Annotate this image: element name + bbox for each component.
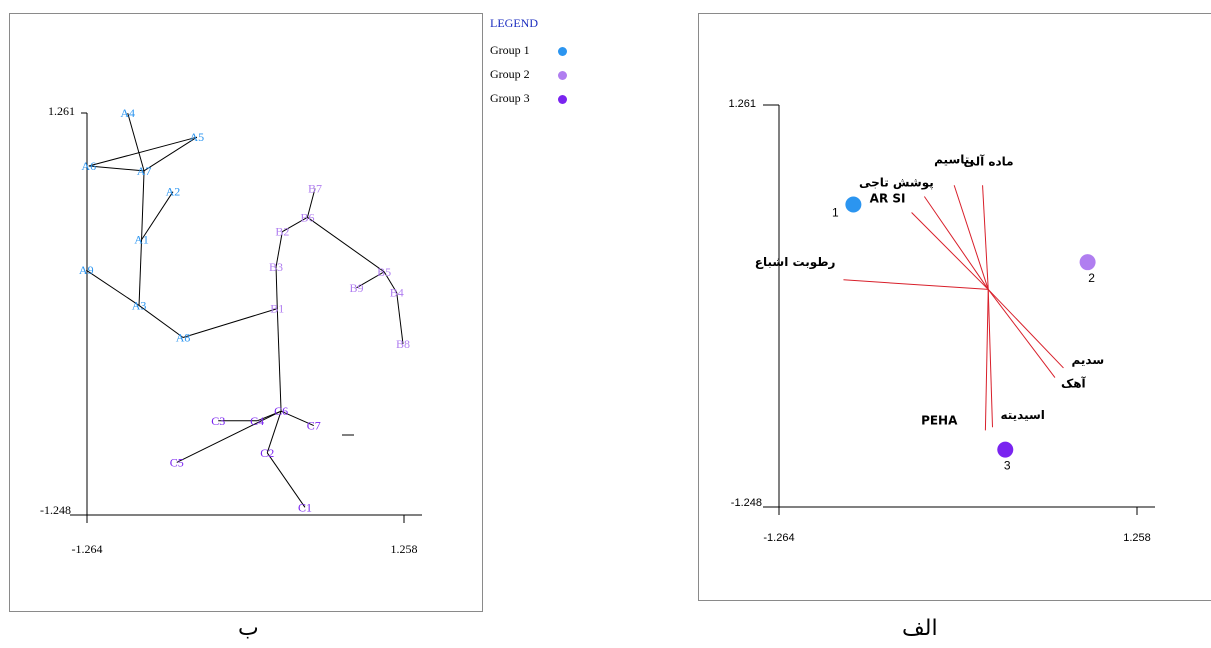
group-point	[845, 196, 862, 213]
vector-label: اسیدیته	[1000, 408, 1044, 422]
vector-arrow	[984, 289, 989, 431]
legend: LEGEND Group 1 Group 2 Group 3	[490, 16, 567, 115]
group-point	[1079, 254, 1096, 271]
caption-left: ب	[238, 616, 259, 641]
point-label: A7	[137, 164, 152, 178]
point-label: A8	[176, 330, 191, 344]
tree-edge	[127, 113, 145, 171]
legend-marker	[558, 47, 567, 56]
point-label: C3	[211, 414, 225, 428]
left-chart-panel	[9, 13, 483, 612]
vector-arrow	[987, 289, 1056, 378]
point-label: C6	[274, 404, 288, 418]
point-label: B4	[390, 286, 404, 300]
point-label: 3	[1004, 459, 1011, 473]
x-tick-label: -1.264	[72, 542, 103, 556]
vector-label: AR SI	[870, 192, 906, 206]
point-label: C2	[260, 446, 274, 460]
vector-arrow	[843, 279, 989, 290]
legend-marker	[558, 95, 567, 104]
tree-edge	[182, 308, 278, 338]
tree-edge	[143, 136, 198, 172]
legend-item: Group 1	[490, 43, 567, 67]
vector-label: پوشش تاجی	[859, 175, 934, 190]
point-label: B2	[275, 225, 289, 239]
x-tick-label: 1.258	[1123, 532, 1151, 544]
tree-edge	[306, 188, 316, 218]
point-label: B1	[270, 302, 284, 316]
legend-label: Group 1	[490, 43, 530, 57]
tree-edge	[176, 410, 282, 463]
y-tick-label: 1.261	[48, 104, 75, 118]
point-label: A4	[120, 106, 135, 120]
point-label: A5	[190, 130, 205, 144]
vector-label: سدیم	[1071, 353, 1104, 367]
vector-arrow	[987, 289, 1064, 369]
right-chart-panel	[698, 13, 1211, 601]
tree-edge	[266, 411, 282, 453]
vector-label: آهک	[1061, 376, 1087, 391]
x-tick-label: -1.264	[763, 532, 794, 544]
vector-label: ماده آلی	[963, 153, 1013, 168]
vector-arrow	[982, 185, 989, 290]
point-label: A3	[132, 298, 147, 312]
legend-title: LEGEND	[490, 16, 538, 30]
group-point	[997, 441, 1014, 458]
point-label: C7	[307, 419, 321, 433]
tree-edge	[282, 216, 308, 233]
point-label: 1	[832, 205, 839, 219]
tree-edge	[396, 292, 404, 344]
x-tick-label: 1.258	[391, 542, 418, 556]
tree-edge	[141, 191, 174, 241]
point-label: B8	[396, 337, 410, 351]
vector-arrow	[923, 196, 989, 290]
vector-label: رطوبت اشباع	[755, 255, 836, 270]
y-tick-label: -1.248	[40, 503, 71, 517]
tree-edge	[88, 136, 197, 167]
vector-label: پتاسیم	[934, 152, 974, 166]
legend-item: Group 3	[490, 91, 567, 115]
vector-arrow	[987, 289, 993, 428]
point-label: 2	[1088, 271, 1095, 285]
vector-arrow	[953, 185, 989, 290]
legend-label: Group 2	[490, 67, 530, 81]
point-label: A2	[166, 185, 181, 199]
point-label: B6	[300, 210, 314, 224]
point-label: B7	[308, 181, 322, 195]
tree-edge	[383, 271, 398, 293]
point-label: C4	[250, 414, 264, 428]
tree-edge	[276, 308, 282, 412]
tree-edge	[275, 266, 278, 309]
tree-edge	[356, 271, 385, 289]
legend-item: Group 2	[490, 67, 567, 91]
tree-edge	[307, 216, 385, 273]
legend-marker	[558, 71, 567, 80]
caption-right: الف	[902, 616, 938, 641]
vector-label: PEHA	[921, 413, 958, 427]
tree-edge	[138, 305, 184, 338]
tree-edge	[275, 231, 283, 268]
point-label: C5	[170, 455, 184, 469]
tree-edge	[141, 170, 145, 240]
y-tick-label: 1.261	[728, 98, 756, 110]
tree-edge	[88, 165, 145, 172]
point-label: B5	[377, 265, 391, 279]
point-label: A6	[81, 159, 96, 173]
point-label: B9	[349, 281, 363, 295]
point-label: A9	[79, 263, 94, 277]
tree-edge	[266, 452, 306, 508]
y-tick-label: -1.248	[731, 497, 762, 509]
tree-edge	[138, 239, 143, 306]
tree-edge	[85, 269, 140, 306]
legend-label: Group 3	[490, 91, 530, 105]
point-label: A1	[134, 233, 149, 247]
tree-edge	[280, 410, 314, 427]
point-label: C1	[298, 500, 312, 514]
vector-arrow	[911, 212, 989, 290]
point-label: B3	[269, 260, 283, 274]
